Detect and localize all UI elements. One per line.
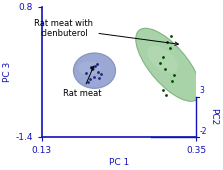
Point <box>91 68 94 71</box>
Y-axis label: PC 3: PC 3 <box>4 62 12 82</box>
Text: 3: 3 <box>200 86 205 95</box>
Point <box>89 66 93 69</box>
Point <box>172 73 176 76</box>
Text: Rat meat: Rat meat <box>63 66 101 98</box>
Text: -2: -2 <box>200 126 207 135</box>
Ellipse shape <box>147 46 178 73</box>
Point <box>171 79 174 82</box>
Point <box>164 67 167 70</box>
Ellipse shape <box>136 28 201 101</box>
Point <box>88 78 91 80</box>
Ellipse shape <box>73 53 116 88</box>
Point <box>169 35 173 38</box>
Point <box>99 73 103 76</box>
Point <box>92 75 96 78</box>
Point <box>96 71 100 73</box>
Point <box>84 72 88 74</box>
Point <box>165 41 169 44</box>
Point <box>161 56 164 58</box>
Text: Rat meat with
clenbuterol: Rat meat with clenbuterol <box>34 19 178 45</box>
Point <box>97 76 101 79</box>
Point <box>86 81 90 84</box>
Point <box>158 62 162 64</box>
X-axis label: PC 1: PC 1 <box>109 158 129 167</box>
Point <box>164 94 168 97</box>
Point <box>168 47 171 50</box>
Point <box>162 88 165 91</box>
Ellipse shape <box>78 61 101 75</box>
Point <box>93 65 97 67</box>
Text: PC2: PC2 <box>209 108 218 125</box>
Point <box>95 62 98 65</box>
